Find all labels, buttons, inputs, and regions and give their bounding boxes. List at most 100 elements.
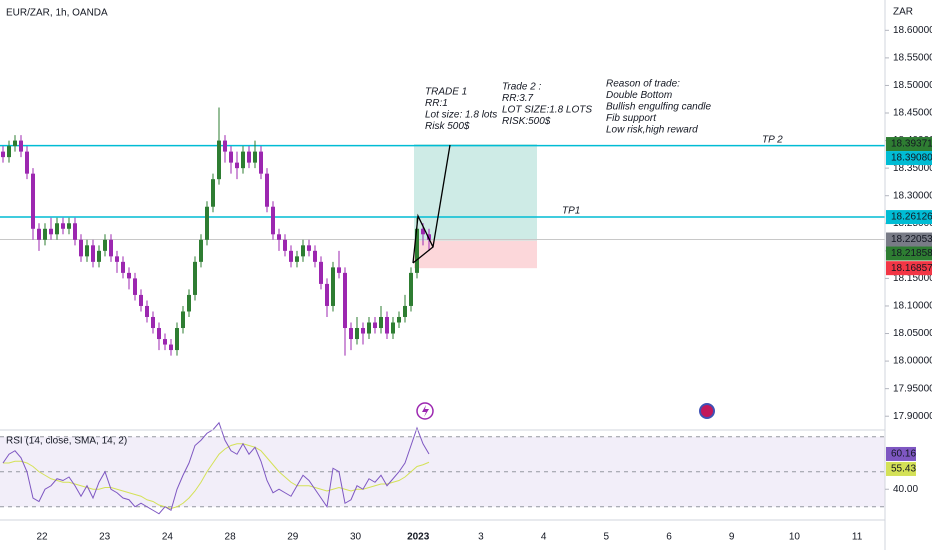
x-tick-label: 23 [99,532,111,543]
price-tag [886,137,932,152]
candle-body [373,322,377,329]
candle-body [247,151,251,163]
candle-body [157,328,161,340]
price-tag-label: 18.26126 [891,212,932,223]
candle-body [379,316,383,329]
x-tick-label: 5 [604,532,610,543]
x-tick-label: 6 [666,532,672,543]
annotation: LOT SIZE:1.8 LOTS [502,105,592,116]
candle-body [265,173,269,207]
x-tick-label: 10 [789,532,801,543]
plot: TP 2 TP1 [0,107,885,515]
annotation: Risk 500$ [425,121,470,132]
x-tick-label: 28 [225,532,237,543]
candle-body [139,294,143,306]
candle-body [289,250,293,262]
rsi-sma-tag [886,461,916,476]
currency-label: ZAR [893,7,913,18]
rsi-tick-label: 40.00 [893,484,918,495]
price-tag [886,210,932,225]
candle-body [205,206,209,240]
candle-body [283,239,287,251]
candle-body [79,239,83,257]
price-tag-label: 18.39080 [891,153,932,164]
candle-body [241,151,245,169]
price-tag-label: 18.21858 [891,248,932,259]
candle-body [175,328,179,351]
candle-body [145,305,149,317]
annotation: Double Bottom [606,90,672,101]
y-tick-label: 18.30000 [893,190,932,201]
annotation: Bullish engulfing candle [606,102,712,113]
event-icon-glyph [422,405,429,417]
x-tick-label: 30 [350,532,362,543]
candle-body [385,316,389,334]
candle-body [103,239,107,251]
x-tick-label: 11 [852,532,863,543]
candle-body [211,179,215,207]
candle-body [181,311,185,329]
candle-body [229,151,233,163]
candle-body [19,140,23,152]
candle-body [301,245,305,257]
candle-body [13,140,17,147]
rsi-tag [886,446,916,461]
x-tick-label: 2023 [407,532,430,543]
price-tag [886,232,932,247]
level-label: TP 2 [762,134,783,145]
candle-body [43,228,47,240]
candle-body [403,305,407,317]
rsi-label: RSI (14, close, SMA, 14, 2) [6,436,127,447]
candle-body [115,256,119,262]
candle-body [295,256,299,262]
candle-body [1,151,5,158]
annotation: Reason of trade: [606,79,680,90]
rsi-sma-tag-label: 55.43 [891,464,916,475]
candle-body [253,151,257,163]
candle-body [109,239,113,257]
y-tick-label: 17.95000 [893,383,932,394]
candle-body [85,245,89,257]
candle-body [409,272,413,306]
rsi-line [2,421,430,515]
y-tick-label: 18.00000 [893,356,932,367]
candle-body [361,328,365,334]
candle-body [331,267,335,306]
candle-body [217,140,221,180]
candle-body [73,223,77,240]
candle-body [67,223,71,229]
candle-body [349,328,353,340]
candle-body [37,228,41,240]
x-tick-label: 9 [729,532,735,543]
annotation: Low risk,high reward [606,125,698,136]
rsi-tag-label: 60.16 [891,449,916,460]
candle-body [97,250,101,262]
event-icon[interactable] [699,403,715,419]
candle-body [415,228,419,273]
candle-body [355,328,359,340]
chart-title: EUR/ZAR, 1h, OANDA [6,8,108,19]
candle-body [235,162,239,169]
candle-body [61,223,65,229]
candle-body [133,278,137,295]
loss-zone [414,240,537,269]
x-tick-label: 22 [36,532,48,543]
candle-body [271,206,275,235]
candle-body [187,294,191,312]
candle-body [49,228,53,235]
candle-body [91,245,95,262]
candle-body [343,272,347,329]
y-tick-label: 18.15000 [893,273,932,284]
x-tick-label: 3 [478,532,484,543]
candle-body [169,344,173,351]
y-tick-label: 18.35000 [893,163,932,174]
profit-zone [414,144,537,241]
x-tick-label: 29 [287,532,299,543]
candle-body [127,272,131,279]
y-tick-label: 18.60000 [893,25,932,36]
annotation: TRADE 1 [425,87,467,98]
candle-body [163,339,167,345]
price-tag-label: 18.39371 [891,139,932,150]
y-tick-label: 18.50000 [893,80,932,91]
y-tick-label: 18.55000 [893,53,932,64]
